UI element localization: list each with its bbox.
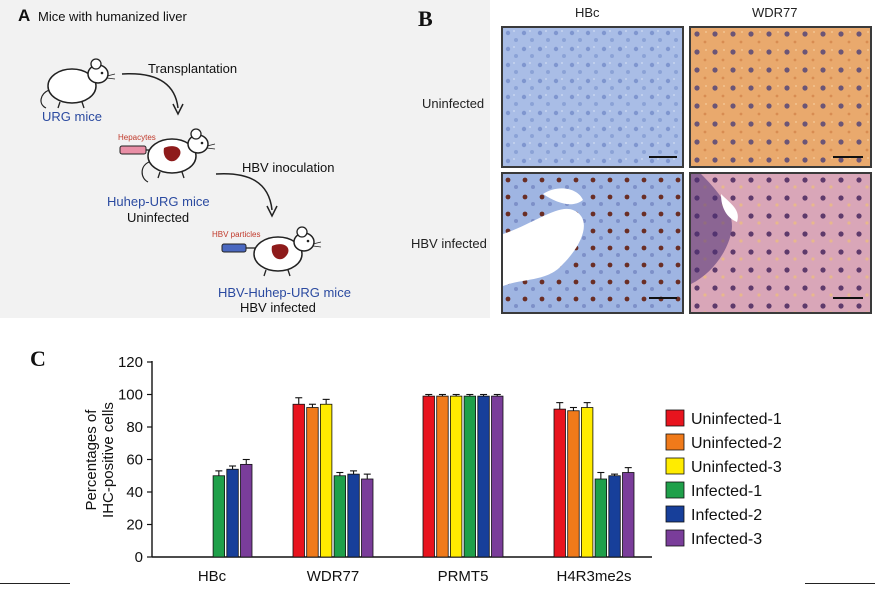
panel-a: A Mice with humanized liver URG mice Tra…: [0, 0, 490, 318]
bar: [477, 395, 490, 558]
y-tick-label: 40: [126, 484, 143, 501]
bar: [449, 395, 463, 558]
mouse-2-state: Uninfected: [127, 210, 190, 225]
panel-c-letter: C: [30, 346, 46, 371]
bar: [567, 410, 580, 558]
bar: [581, 407, 594, 558]
legend-swatch: [665, 529, 685, 547]
legend-swatch: [665, 505, 685, 523]
y-tick-label: 80: [126, 419, 143, 436]
arrow-1-icon: [121, 73, 184, 116]
inject-2-label: HBV particles: [212, 230, 261, 239]
bar: [347, 473, 360, 558]
arrow-2-label: HBV inoculation: [242, 160, 335, 175]
bar: [306, 407, 319, 558]
mouse-1-illustration: [40, 58, 116, 109]
panel-a-letter: A: [18, 6, 31, 25]
bar: [608, 475, 621, 558]
y-tick-label: 0: [135, 549, 143, 566]
x-tick-label: H4R3me2s: [556, 568, 631, 585]
mouse-3-state: HBV infected: [240, 300, 316, 315]
y-tick-label: 60: [126, 452, 143, 469]
column-header-wdr77: WDR77: [752, 5, 798, 20]
legend-label: Infected-2: [691, 507, 762, 524]
bar: [212, 475, 226, 558]
bar: [491, 395, 504, 558]
row-header-uninfected: Uninfected: [422, 96, 485, 111]
legend-label: Uninfected-3: [691, 459, 782, 476]
micrograph-wdr77-infected: [689, 172, 872, 314]
bar: [436, 395, 449, 558]
arrow-2-icon: [215, 173, 278, 218]
x-tick-label: HBc: [198, 568, 227, 585]
bar: [240, 463, 253, 558]
legend-label: Uninfected-2: [691, 435, 782, 452]
panel-b-letter: B: [418, 6, 433, 31]
bar: [553, 408, 566, 558]
y-axis-label: Percentages ofIHC-positive cells: [83, 402, 117, 518]
row-header-hbv-infected: HBV infected: [411, 236, 487, 251]
legend-swatch: [665, 457, 685, 475]
mouse-1-label: URG mice: [42, 109, 102, 124]
divider-right: [805, 583, 875, 584]
x-tick-label: PRMT5: [438, 568, 489, 585]
scale-bar: [833, 297, 863, 299]
y-tick-label: 120: [118, 354, 143, 371]
bar: [319, 403, 333, 558]
bar: [622, 472, 635, 558]
scale-bar: [833, 156, 863, 158]
bar: [333, 475, 347, 558]
legend-swatch: [665, 481, 685, 499]
legend-swatch: [665, 433, 685, 451]
micrograph-hbc-infected: [501, 172, 684, 314]
x-tick-label: WDR77: [307, 568, 360, 585]
legend-label: Infected-3: [691, 531, 762, 548]
bar-chart: 0 20 40 60 80 100 120 Percentages ofIHC-positiv…: [83, 354, 782, 585]
bar: [463, 395, 477, 558]
legend-label: Uninfected-1: [691, 411, 782, 428]
mouse-3-illustration: [221, 226, 322, 277]
y-tick-label: 20: [126, 517, 143, 534]
micrograph-hbc-uninfected: [501, 26, 684, 168]
panel-a-title: Mice with humanized liver: [38, 9, 187, 24]
bar: [422, 395, 435, 558]
y-tick-label: 100: [118, 387, 143, 404]
bar: [361, 478, 374, 558]
mouse-2-illustration: [119, 128, 216, 183]
mouse-2-name: Huhep-URG mice: [107, 194, 210, 209]
arrow-1-label: Transplantation: [148, 61, 238, 76]
micrograph-wdr77-uninfected: [689, 26, 872, 168]
scale-bar: [649, 297, 677, 299]
bar: [594, 478, 607, 558]
inject-1-label: Hepacytes: [118, 133, 156, 142]
legend-swatch: [665, 409, 685, 427]
scale-bar: [649, 156, 677, 158]
bar: [226, 468, 239, 558]
column-header-hbc: HBc: [575, 5, 600, 20]
mouse-3-name: HBV-Huhep-URG mice: [218, 285, 351, 300]
divider-left: [0, 583, 70, 584]
legend-label: Infected-1: [691, 483, 762, 500]
bar: [292, 403, 305, 558]
